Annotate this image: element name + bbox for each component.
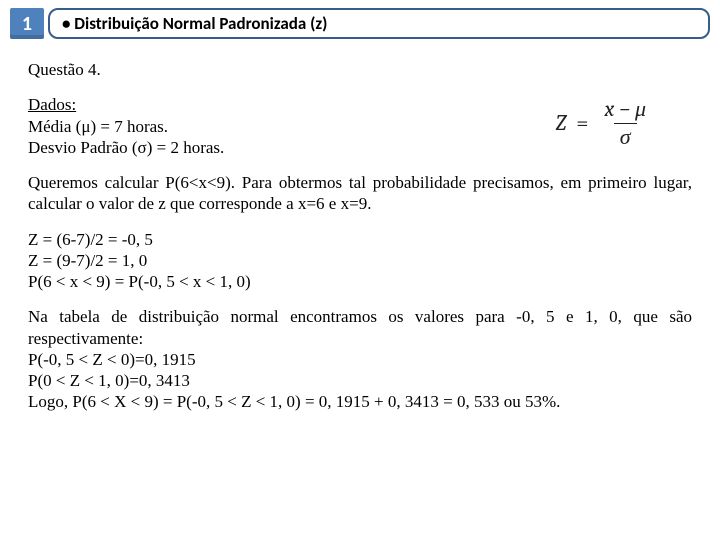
dados-line-2: Desvio Padrão (σ) = 2 horas.	[28, 137, 224, 158]
result-block: P(-0, 5 < Z < 0)=0, 1915 P(0 < Z < 1, 0)…	[28, 349, 692, 413]
paragraph-1: Queremos calcular P(6<x<9). Para obtermo…	[28, 172, 692, 215]
slide-header: 1 • Distribuição Normal Padronizada (z)	[0, 0, 720, 39]
z-formula: Z = x − μ σ	[556, 94, 692, 149]
question-label: Questão 4.	[28, 59, 692, 80]
slide-title: • Distribuição Normal Padronizada (z)	[62, 13, 327, 34]
dados-heading: Dados:	[28, 94, 224, 115]
formula-numerator: x − μ	[598, 98, 652, 123]
result-line-3: Logo, P(6 < X < 9) = P(-0, 5 < Z < 1, 0)…	[28, 391, 692, 412]
calc-block: Z = (6-7)/2 = -0, 5 Z = (9-7)/2 = 1, 0 P…	[28, 229, 692, 293]
paragraph-2: Na tabela de distribuição normal encontr…	[28, 306, 692, 349]
slide-number: 1	[22, 12, 32, 36]
slide-content: Questão 4. Dados: Média (μ) = 7 horas. D…	[0, 39, 720, 413]
result-line-2: P(0 < Z < 1, 0)=0, 3413	[28, 370, 692, 391]
dados-and-formula-row: Dados: Média (μ) = 7 horas. Desvio Padrã…	[28, 94, 692, 158]
formula-lhs: Z	[556, 110, 567, 138]
calc-line-1: Z = (6-7)/2 = -0, 5	[28, 229, 692, 250]
result-line-1: P(-0, 5 < Z < 0)=0, 1915	[28, 349, 692, 370]
formula-eq: =	[576, 110, 588, 138]
calc-line-2: Z = (9-7)/2 = 1, 0	[28, 250, 692, 271]
dados-block: Dados: Média (μ) = 7 horas. Desvio Padrã…	[28, 94, 224, 158]
formula-denominator: σ	[614, 123, 637, 149]
slide-number-badge: 1	[10, 8, 44, 39]
title-container: • Distribuição Normal Padronizada (z)	[48, 8, 710, 39]
formula-fraction: x − μ σ	[598, 98, 652, 149]
calc-line-3: P(6 < x < 9) = P(-0, 5 < x < 1, 0)	[28, 271, 692, 292]
dados-line-1: Média (μ) = 7 horas.	[28, 116, 224, 137]
